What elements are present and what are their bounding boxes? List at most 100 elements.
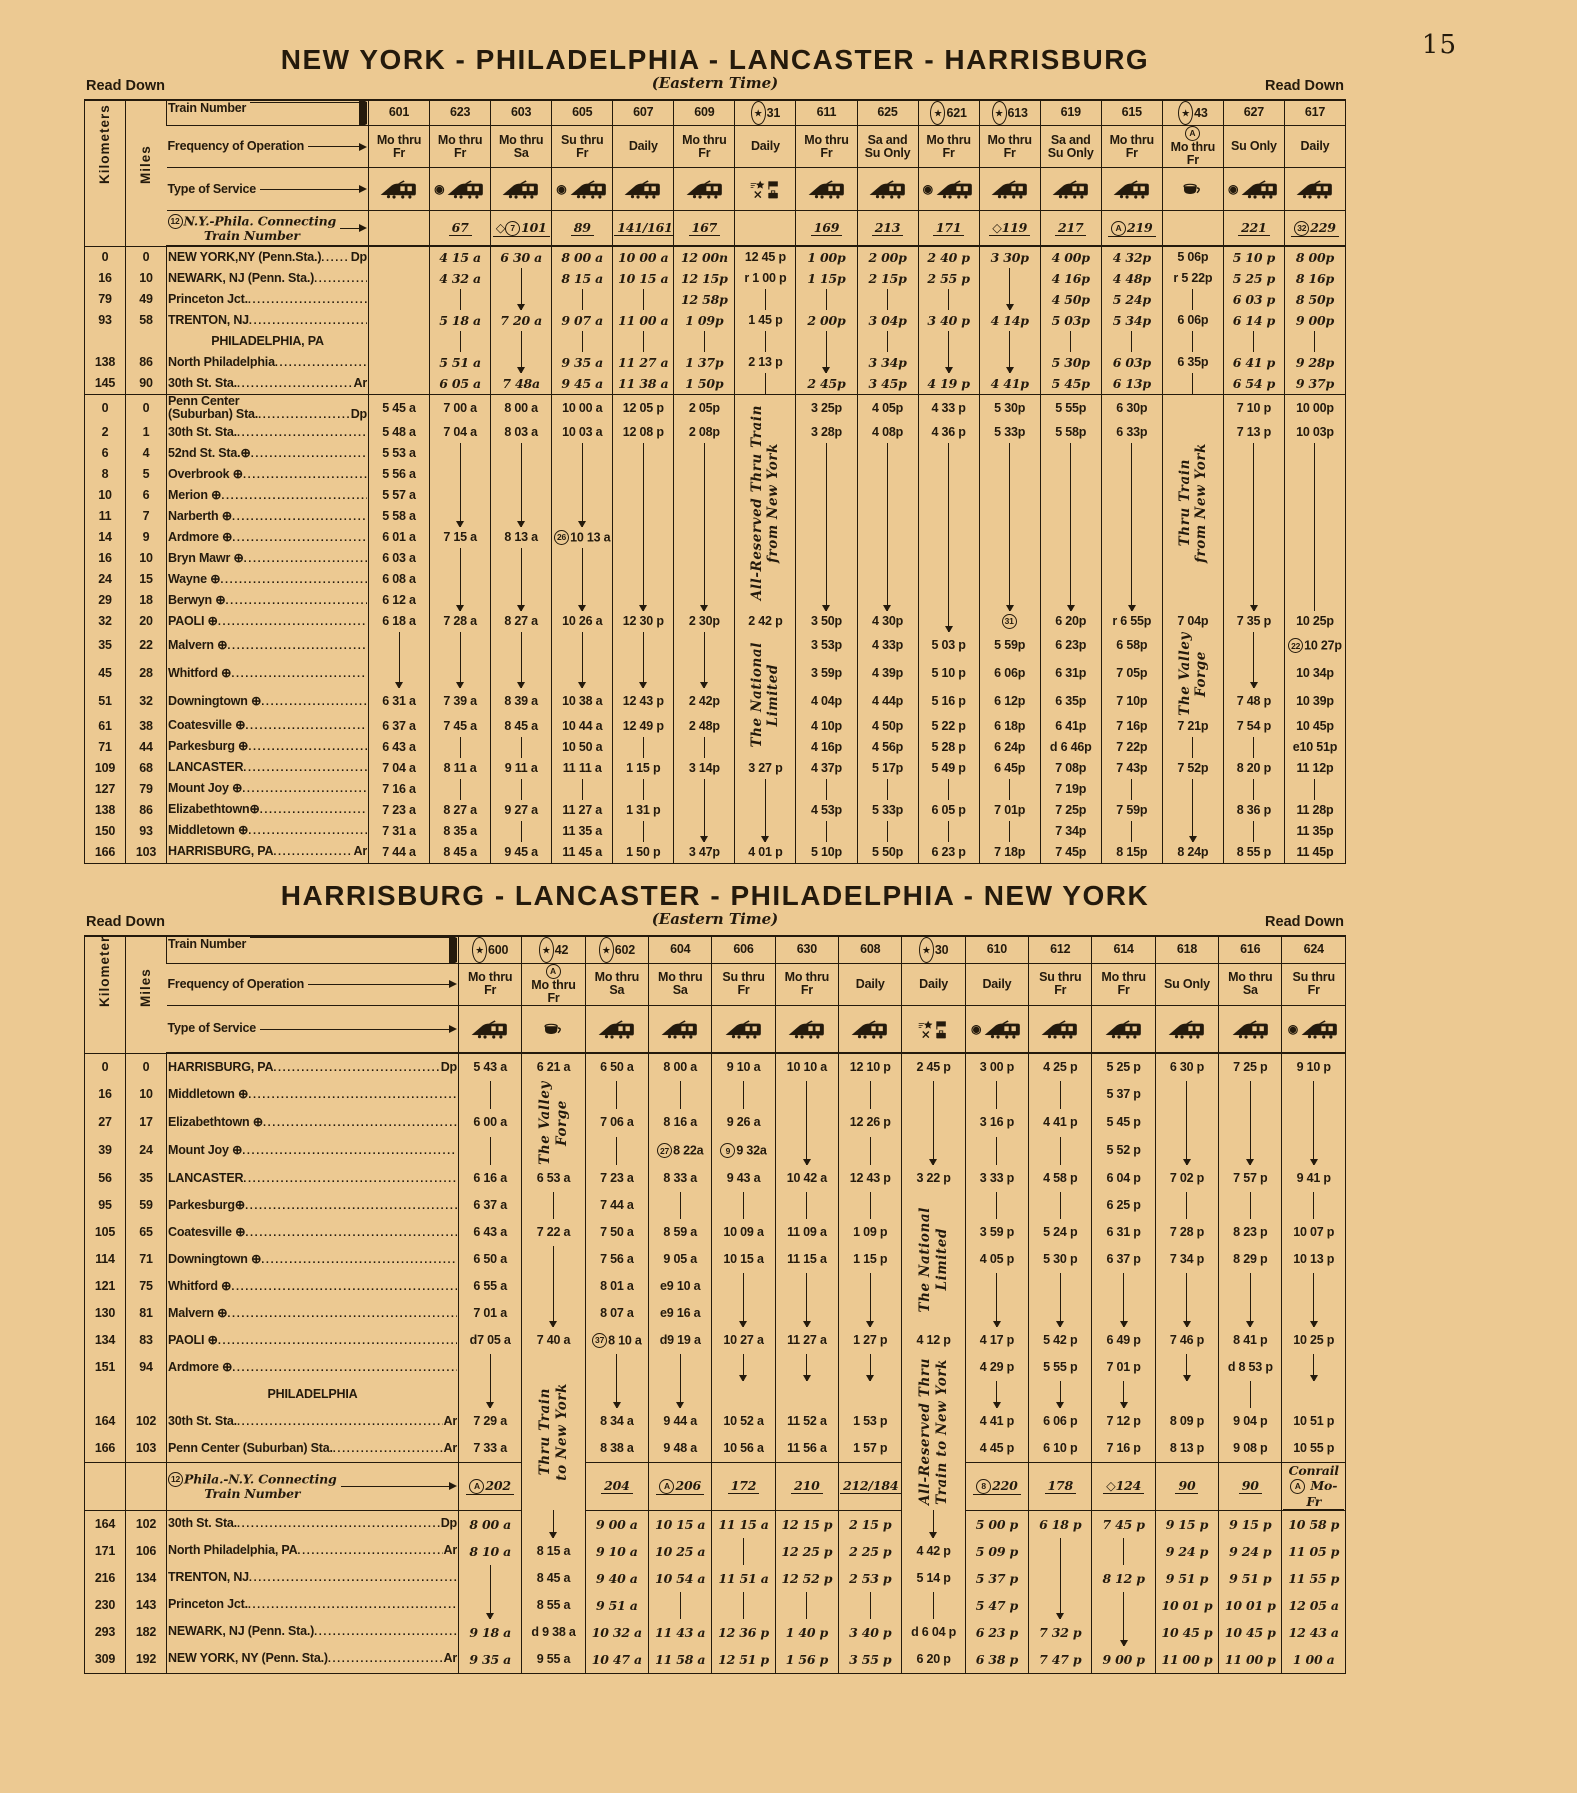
arrow-mark-cell [551,505,613,527]
time-cell: 9 15 p [1154,1510,1219,1538]
down-arrow-mark [1249,589,1258,611]
line-mark [825,568,827,590]
dot-leaders [221,491,367,503]
time-cell: 11 00 p [1154,1645,1219,1674]
kilometers-value: 29 [98,592,112,607]
continues-mark-cell [490,463,552,485]
dot-leaders [227,1309,457,1321]
line-mark [520,463,522,485]
arrow-mark-cell [978,589,1041,611]
dot-leaders [244,554,367,566]
miles-value: 10 [125,547,167,569]
connecting-train-number: 221 [1222,210,1285,248]
line-mark [1131,778,1133,800]
continues-mark-cell [1161,373,1224,395]
time-cell: 4 10p [795,715,857,737]
continues-mark-cell [1218,1081,1282,1109]
continues-mark-cell [978,568,1041,590]
section-header: PHILADELPHIA, PA [166,331,369,353]
down-arrow-mark [1056,1380,1065,1408]
frequency-cell: Mo thru Fr [795,125,857,169]
line-mark [887,820,889,842]
line-mark [764,778,766,800]
continues-mark-cell [1283,589,1346,611]
empty-cell [711,1380,776,1408]
time-cell: 7 19p [1039,778,1102,800]
line-mark [1314,484,1316,506]
time-cell: 8 13 a [490,526,552,548]
connecting-train-number: 67 [429,210,491,248]
continues-mark-cell [551,778,613,800]
time-cell: 2 00p [856,246,919,269]
dot-leaders [251,449,367,461]
train-icon [380,180,417,199]
time-cell: 7 16 a [367,778,430,800]
reserved-seat-dot-icon: ◉ [922,181,933,196]
time-cell: 8 00 a [490,394,552,422]
time-cell: 7 22 a [521,1218,586,1246]
time-cell: 11 43 a [648,1618,712,1646]
continues-mark-cell [964,1136,1029,1165]
time-cell: 10 00 a [551,394,613,422]
line-mark [642,331,644,353]
continues-mark-cell [978,463,1041,485]
dot-leaders [248,295,367,307]
line-mark [679,1591,681,1619]
line-mark [679,1353,681,1381]
time-cell: 11 28p [1283,799,1346,821]
kilometers-value: 0 [84,394,126,422]
line-mark [1314,505,1316,527]
train-number: 615 [1100,100,1163,126]
line-mark [520,631,522,660]
miles-column-header: Miles [125,935,167,1054]
time-cell: 5 57 a [367,484,430,506]
dot-leaders [273,847,352,859]
continues-mark-cell [673,505,735,527]
connecting-train-number: ◇119 [978,210,1041,248]
time-cell: 8 41 p [1218,1326,1282,1354]
time-cell: 1 09p [673,310,735,332]
continues-mark-cell [584,1353,649,1381]
timetable-grid-northbound: Kilometers Miles Train Number ★ 600 ★ 42 ★ 602 60… [84,934,1346,1674]
read-down-label: Read Down [1265,78,1344,94]
line-mark [459,547,461,569]
time-cell: 12 51 p [711,1645,776,1674]
continues-mark-cell [1154,1272,1219,1300]
line-mark [520,268,522,290]
time-cell: 4 56p [856,736,919,758]
right-arrowhead-icon [359,185,367,194]
continues-mark-cell [978,526,1041,548]
table-title: NEW YORK - PHILADELPHIA - LANCASTER - HA… [280,44,1150,75]
continues-mark-cell [429,289,491,311]
line-mark [1131,484,1133,506]
train-number: 603 [490,100,552,126]
time-cell: 6 00 a [457,1108,522,1137]
continues-mark-cell [1218,1380,1282,1408]
time-cell: 7 45 a [429,715,491,737]
line-mark [1009,442,1011,464]
frequency-cell: Mo thru Fr [917,125,980,169]
circled-note-icon: 31 [1001,613,1017,629]
service-type-cell [1161,167,1224,212]
time-cell: 2 30p [673,610,735,632]
time-cell: 7 02 p [1154,1164,1219,1192]
continues-mark-cell [490,484,552,506]
time-cell: 2 00p [795,310,857,332]
continues-mark-cell [551,289,613,311]
kilometers-value: 71 [98,739,112,754]
station-name-cell: Mount Joy ⊕ [166,1136,459,1165]
miles-value: 10 [125,268,167,290]
line-mark [887,778,889,800]
time-cell: 4 45 p [964,1434,1029,1463]
dot-leaders [248,742,367,754]
frequency-cell: Mo thru Fr [673,125,735,169]
continues-mark-cell [838,1191,902,1219]
time-cell: 1 27 p [838,1326,902,1354]
time-cell: 11 12p [1283,757,1346,779]
time-cell: 7 39 a [429,687,491,716]
time-cell: 1 09 p [838,1218,902,1246]
time-cell: 4 32 a [429,268,491,290]
line-mark [825,505,827,527]
service-type-cell [1218,1005,1282,1054]
line-mark [1314,526,1316,548]
